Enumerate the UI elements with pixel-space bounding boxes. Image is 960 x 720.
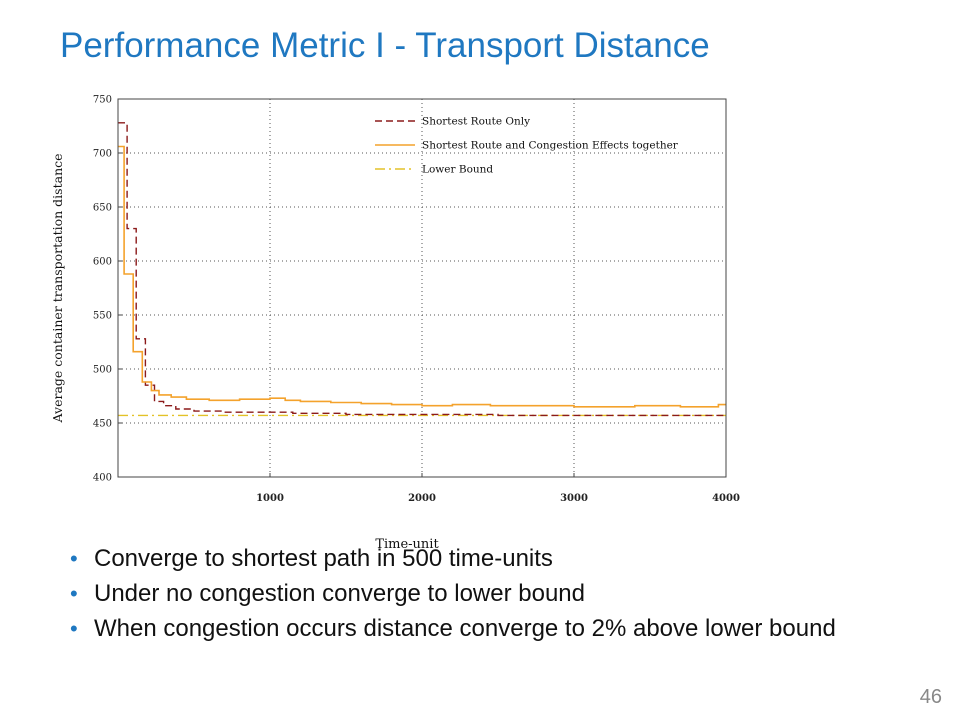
transport-distance-chart: 400 450 500 550 600 650 700 750 1000 2000 3000 4000…: [50, 95, 740, 553]
y-tick-label: 600: [93, 257, 112, 268]
y-tick-label: 450: [93, 419, 112, 430]
bullet-item: • Converge to shortest path in 500 time-u…: [70, 546, 890, 571]
bullet-text: Under no congestion converge to lower bo…: [94, 580, 585, 607]
y-tick-label: 400: [93, 473, 112, 484]
bullet-item: • When congestion occurs distance converg…: [70, 616, 890, 641]
page-number: 46: [919, 686, 942, 708]
x-axis-label: Time-unit: [375, 537, 439, 552]
bullet-dot-icon: •: [70, 581, 78, 606]
chart-grid: [118, 99, 726, 477]
legend-label: Lower Bound: [422, 164, 493, 176]
series-line-shortest-route-and-congestion-effects-together: [118, 145, 726, 408]
y-tick-label: 500: [93, 365, 112, 376]
chart-legend: Shortest Route Only Shortest Route and Co…: [375, 116, 679, 176]
y-tick-label: 550: [93, 311, 112, 322]
y-tick-label: 650: [93, 203, 112, 214]
slide-title: Performance Metric I - Transport Distanc…: [60, 26, 710, 65]
y-tick-label: 750: [93, 95, 112, 106]
legend-label: Shortest Route Only: [422, 116, 530, 128]
y-axis-label: Average container transportation distanc…: [50, 153, 65, 423]
y-tick-label: 700: [93, 149, 112, 160]
bullet-item: • Under no congestion converge to lower b…: [70, 581, 890, 606]
bullet-dot-icon: •: [70, 616, 78, 641]
series-layer: [118, 122, 726, 417]
x-tick-label: 3000: [560, 493, 588, 504]
x-tick-label: 2000: [408, 493, 436, 504]
series-line-shortest-route-only: [118, 122, 726, 417]
bullet-dot-icon: •: [70, 546, 78, 571]
bullet-list: • Converge to shortest path in 500 time-u…: [70, 546, 890, 651]
bullet-text: Converge to shortest path in 500 time-un…: [94, 545, 553, 572]
x-tick-label: 4000: [712, 493, 740, 504]
axis-ticks: 400 450 500 550 600 650 700 750 1000 2000 3000 4000: [93, 95, 740, 505]
bullet-text: When congestion occurs distance converge…: [94, 615, 836, 642]
legend-label: Shortest Route and Congestion Effects to…: [422, 140, 679, 152]
x-tick-label: 1000: [256, 493, 284, 504]
